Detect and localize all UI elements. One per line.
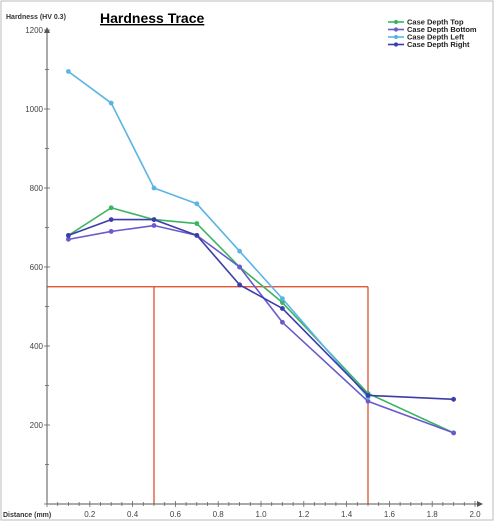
x-axis-arrow-icon <box>477 501 483 507</box>
data-point <box>280 300 285 305</box>
legend-marker <box>393 42 399 47</box>
y-tick-label: 600 <box>30 263 44 272</box>
y-axis-title: Hardness (HV 0.3) <box>6 14 66 21</box>
data-point <box>66 236 71 242</box>
data-point <box>365 398 371 404</box>
data-point <box>280 306 285 311</box>
data-point <box>194 201 200 207</box>
data-point <box>66 233 71 238</box>
data-point <box>194 233 200 238</box>
x-tick-label: 1.0 <box>255 510 267 519</box>
y-tick-label: 800 <box>30 184 44 193</box>
data-point <box>108 229 114 234</box>
x-tick-label: 1.4 <box>341 510 353 519</box>
x-tick-label: 0.2 <box>84 510 96 519</box>
x-tick-label: 0.4 <box>127 510 139 519</box>
x-tick-label: 0.6 <box>170 510 182 519</box>
legend-marker <box>393 19 399 25</box>
data-point <box>365 392 371 398</box>
data-point <box>451 396 456 402</box>
x-tick-label: 0.8 <box>213 510 225 519</box>
y-tick-label: 400 <box>30 342 44 351</box>
legend-marker <box>393 34 399 40</box>
data-point <box>151 223 157 228</box>
x-axis-title: Distance (mm) <box>3 512 51 519</box>
series-line <box>68 218 454 401</box>
x-tick-label: 1.2 <box>298 510 310 519</box>
legend-label: Case Depth Right <box>407 40 470 49</box>
data-point <box>151 217 157 223</box>
data-point <box>280 296 285 301</box>
data-point <box>66 69 71 74</box>
series-line <box>67 206 454 434</box>
x-tick-label: 2.0 <box>469 510 481 519</box>
chart-title: Hardness Trace <box>100 10 204 26</box>
y-tick-label: 200 <box>30 421 44 430</box>
data-point <box>280 319 285 325</box>
data-point <box>108 205 114 211</box>
x-tick-label: 1.6 <box>384 510 396 519</box>
series-lines <box>66 69 456 436</box>
series-line <box>68 224 454 434</box>
legend-label: Case Depth Bottom <box>407 25 477 34</box>
legend-label: Case Depth Top <box>407 18 464 27</box>
data-point <box>108 217 114 223</box>
y-tick-label: 1000 <box>25 105 43 114</box>
data-point <box>237 264 243 270</box>
data-point <box>108 100 114 106</box>
data-point <box>451 430 456 436</box>
legend-marker <box>393 27 399 32</box>
data-point <box>237 248 243 254</box>
axes: 200 400 600 800 1000 1200 0.2 0.4 0.6 0.8 1.0 1.2 1.… <box>25 26 483 519</box>
legend-label: Case Depth Left <box>407 33 465 42</box>
x-tick-label: 1.8 <box>427 510 439 519</box>
data-point <box>237 282 243 288</box>
data-point <box>194 221 200 226</box>
data-point <box>151 185 157 191</box>
y-tick-label: 1200 <box>25 26 43 35</box>
